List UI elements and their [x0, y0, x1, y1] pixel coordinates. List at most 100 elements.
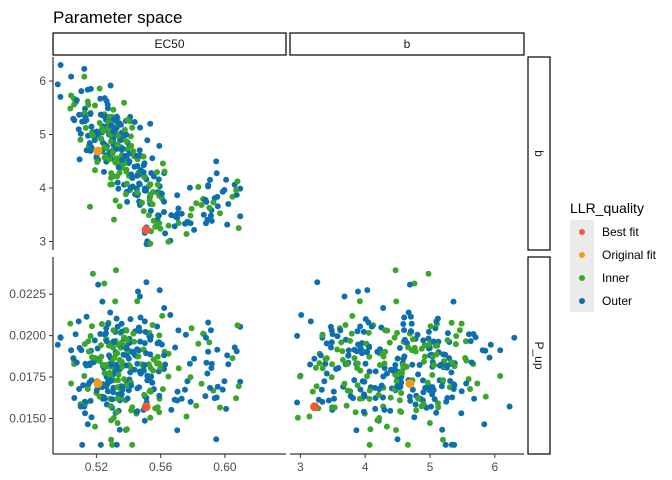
outer-point-ec50-vs-b: [108, 122, 115, 129]
outer-point-b-vs-pup: [353, 427, 360, 434]
outer-point-b-vs-pup: [355, 288, 361, 295]
inner-point-ec50-vs-b: [94, 159, 101, 165]
inner-point-ec50-vs-pup: [195, 340, 202, 347]
strip-col-b-label: b: [404, 37, 411, 51]
outer-point-b-vs-pup: [479, 347, 486, 354]
outer-point-ec50-vs-pup: [135, 288, 141, 295]
inner-point-ec50-vs-b: [71, 101, 78, 108]
outer-point-ec50-vs-pup: [113, 363, 120, 370]
inner-point-ec50-vs-pup: [183, 413, 190, 420]
inner-point-ec50-vs-b: [92, 102, 98, 109]
inner-point-b-vs-pup: [452, 341, 459, 348]
inner-point-ec50-vs-b: [67, 105, 74, 112]
outer-point-ec50-vs-b: [221, 187, 228, 193]
outer-point-b-vs-pup: [416, 362, 423, 368]
inner-point-b-vs-pup: [440, 436, 446, 443]
inner-point-b-vs-pup: [409, 336, 416, 343]
inner-point-b-vs-pup: [453, 333, 460, 339]
outer-point-b-vs-pup: [360, 328, 367, 335]
inner-point-ec50-vs-b: [140, 153, 147, 160]
outer-point-ec50-vs-pup: [125, 355, 132, 362]
outer-point-b-vs-pup: [440, 351, 447, 358]
outer-point-ec50-vs-b: [156, 142, 163, 149]
outer-point-ec50-vs-b: [136, 180, 143, 187]
outer-point-ec50-vs-pup: [174, 388, 181, 395]
inner-point-b-vs-pup: [312, 364, 319, 371]
outer-point-ec50-vs-pup: [167, 312, 174, 318]
outer-point-ec50-vs-pup: [80, 382, 87, 389]
outer-point-ec50-vs-b: [148, 170, 155, 176]
inner-point-b-vs-pup: [497, 373, 504, 379]
outer-point-b-vs-pup: [468, 359, 475, 366]
inner-point-b-vs-pup: [319, 332, 326, 339]
inner-point-b-vs-pup: [331, 404, 338, 411]
legend-key-original-fit: [579, 252, 585, 258]
outer-point-b-vs-pup: [433, 409, 440, 416]
inner-point-ec50-vs-b: [193, 200, 200, 207]
inner-point-b-vs-pup: [426, 420, 433, 426]
inner-point-b-vs-pup: [393, 378, 400, 385]
outer-point-ec50-vs-b: [214, 193, 221, 200]
inner-point-ec50-vs-b: [141, 173, 148, 180]
outer-point-ec50-vs-b: [75, 126, 82, 133]
inner-point-ec50-vs-b: [210, 199, 217, 206]
outer-point-ec50-vs-b: [77, 130, 84, 137]
outer-point-ec50-vs-pup: [174, 427, 181, 434]
inner-point-ec50-vs-b: [156, 220, 163, 227]
inner-point-b-vs-pup: [424, 379, 431, 386]
inner-point-b-vs-pup: [427, 323, 434, 330]
outer-point-ec50-vs-b: [147, 207, 154, 214]
outer-point-ec50-vs-b: [144, 137, 151, 144]
outer-point-ec50-vs-pup: [221, 378, 228, 385]
outer-point-ec50-vs-b: [73, 97, 80, 104]
x-tick-label-ec50: 0.52: [85, 460, 109, 474]
inner-point-ec50-vs-pup: [87, 333, 94, 339]
inner-point-ec50-vs-pup: [141, 391, 148, 398]
outer-point-ec50-vs-pup: [124, 395, 131, 402]
outer-point-b-vs-pup: [433, 318, 440, 325]
outer-point-ec50-vs-pup: [191, 355, 198, 362]
original-fit-point-ec50-vs-pup: [93, 379, 103, 389]
outer-point-ec50-vs-pup: [141, 417, 148, 424]
inner-point-ec50-vs-b: [161, 168, 168, 175]
inner-point-ec50-vs-pup: [113, 409, 120, 415]
outer-point-ec50-vs-b: [213, 158, 220, 165]
inner-point-ec50-vs-pup: [165, 373, 172, 380]
outer-point-ec50-vs-pup: [68, 347, 75, 354]
inner-point-ec50-vs-pup: [149, 322, 156, 328]
outer-point-ec50-vs-pup: [172, 344, 179, 351]
inner-point-ec50-vs-pup: [108, 436, 115, 443]
outer-point-ec50-vs-b: [134, 172, 141, 179]
outer-point-b-vs-pup: [341, 293, 348, 300]
outer-point-ec50-vs-b: [122, 152, 129, 159]
inner-point-b-vs-pup: [328, 374, 335, 381]
inner-point-b-vs-pup: [383, 423, 390, 430]
inner-point-b-vs-pup: [444, 337, 451, 344]
inner-point-ec50-vs-pup: [92, 355, 98, 361]
inner-point-b-vs-pup: [294, 414, 301, 421]
outer-point-b-vs-pup: [298, 312, 305, 318]
outer-point-ec50-vs-b: [223, 176, 230, 183]
outer-point-b-vs-pup: [347, 393, 354, 400]
outer-point-b-vs-pup: [330, 388, 337, 395]
inner-point-b-vs-pup: [456, 327, 463, 334]
inner-point-b-vs-pup: [354, 360, 361, 367]
outer-point-ec50-vs-b: [131, 119, 138, 125]
outer-point-b-vs-pup: [294, 332, 301, 339]
outer-point-ec50-vs-pup: [143, 279, 150, 286]
outer-point-b-vs-pup: [458, 410, 465, 417]
outer-point-ec50-vs-b: [124, 198, 131, 205]
outer-point-ec50-vs-b: [205, 183, 212, 190]
outer-point-ec50-vs-b: [203, 220, 209, 227]
outer-point-b-vs-pup: [374, 348, 381, 355]
outer-point-b-vs-pup: [331, 395, 338, 402]
outer-point-ec50-vs-pup: [128, 382, 135, 389]
outer-point-ec50-vs-pup: [82, 410, 88, 417]
inner-point-b-vs-pup: [411, 280, 418, 287]
inner-point-ec50-vs-b: [113, 155, 120, 162]
original-fit-point-ec50-vs-b: [93, 146, 103, 156]
outer-point-ec50-vs-b: [112, 126, 119, 133]
outer-point-ec50-vs-b: [88, 123, 95, 130]
outer-point-ec50-vs-pup: [205, 319, 212, 326]
